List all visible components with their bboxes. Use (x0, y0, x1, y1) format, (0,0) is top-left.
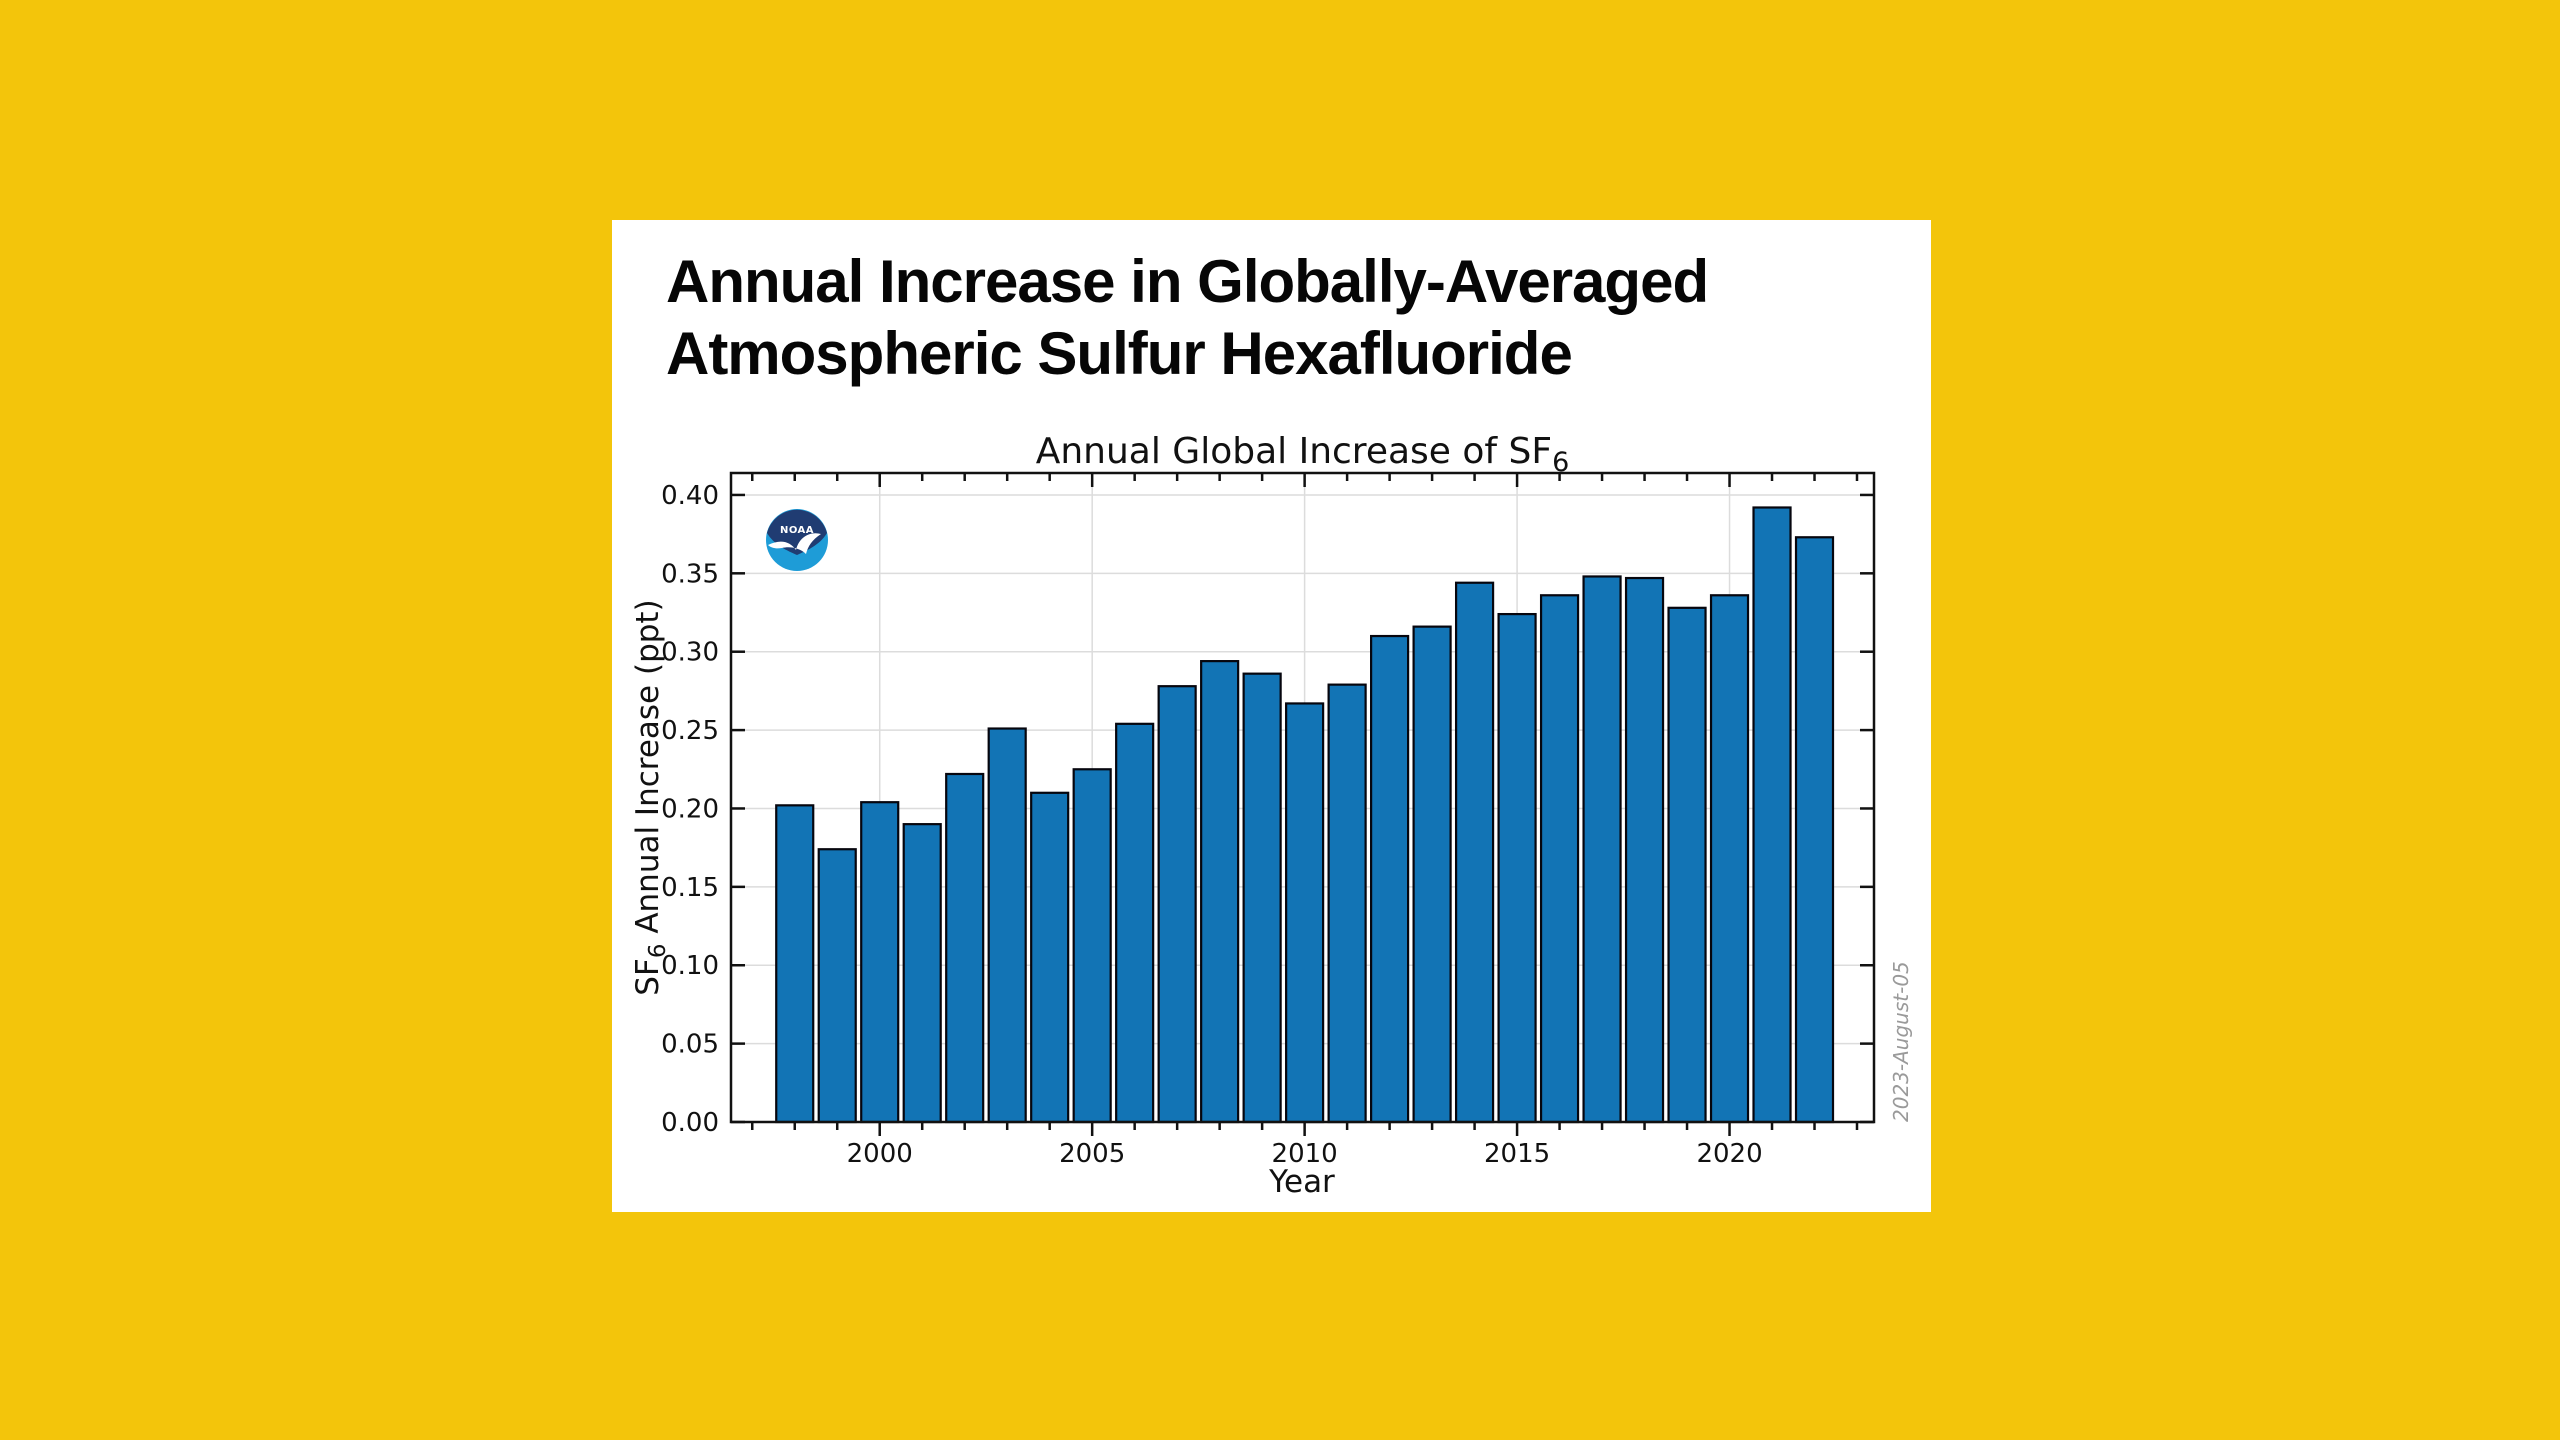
ytick-label-0.35: 0.35 (661, 559, 719, 589)
bar-1998 (775, 804, 815, 1124)
bar-2013 (1412, 625, 1452, 1124)
ytick-label-0.10: 0.10 (661, 951, 719, 981)
xtick-label-2015: 2015 (1484, 1139, 1550, 1169)
plot-frame (729, 471, 1876, 1124)
bar-2002 (945, 772, 985, 1124)
axis-ticks (731, 473, 1874, 1136)
page-title: Annual Increase in Globally-Averaged Atm… (666, 246, 1709, 390)
bar-2004 (1030, 791, 1070, 1124)
bar-2015 (1497, 612, 1537, 1124)
ytick-label-0.30: 0.30 (661, 638, 719, 668)
ytick-label-0.40: 0.40 (661, 481, 719, 511)
watermark-date: 2023-August-05 (1889, 961, 1913, 1122)
noaa-logo-icon: NOAA (766, 509, 828, 571)
xtick-label-2010: 2010 (1272, 1139, 1338, 1169)
bar-2010 (1285, 702, 1325, 1124)
bar-2008 (1200, 660, 1240, 1124)
noaa-logo-text: NOAA (780, 525, 814, 536)
bar-2019 (1667, 606, 1707, 1124)
ytick-label-0.00: 0.00 (661, 1108, 719, 1138)
infographic-card: Annual Increase in Globally-Averaged Atm… (612, 220, 1931, 1212)
bar-2017 (1582, 575, 1622, 1124)
ytick-label-0.25: 0.25 (661, 716, 719, 746)
bar-2001 (902, 823, 942, 1124)
xtick-label-2000: 2000 (847, 1139, 913, 1169)
bar-2020 (1709, 594, 1750, 1124)
xtick-label-2020: 2020 (1696, 1139, 1762, 1169)
ytick-label-0.05: 0.05 (661, 1030, 719, 1060)
chart-text: Annual Global Increase of SF6 SF6 Annual … (630, 431, 1569, 996)
bar-2012 (1370, 634, 1410, 1124)
bar-2009 (1242, 672, 1282, 1124)
page-title-line2: Atmospheric Sulfur Hexafluoride (666, 320, 1573, 387)
bar-2022 (1794, 536, 1835, 1124)
bar-chart: 0.00 0.05 0.10 0.15 0.20 0.25 0.30 0.35 0.40 2000… (630, 431, 1913, 1200)
bar-2016 (1539, 594, 1580, 1124)
chart-title: Annual Global Increase of SF6 (1036, 431, 1570, 478)
ytick-label-0.20: 0.20 (661, 794, 719, 824)
bar-2007 (1157, 685, 1197, 1124)
xtick-label-2005: 2005 (1059, 1139, 1125, 1169)
ytick-label-0.15: 0.15 (661, 873, 719, 903)
bar-2018 (1624, 576, 1665, 1124)
x-axis-title: Year (1268, 1164, 1335, 1200)
bar-2003 (987, 727, 1027, 1124)
page-title-line1: Annual Increase in Globally-Averaged (666, 248, 1709, 315)
noaa-seagull-icon (768, 533, 821, 554)
bar-2006 (1115, 722, 1155, 1124)
chart-bars (775, 506, 1835, 1124)
bar-2005 (1072, 768, 1112, 1124)
bar-2000 (860, 801, 900, 1124)
bar-2014 (1454, 581, 1495, 1124)
bar-2011 (1327, 683, 1367, 1124)
axis-tick-labels: 0.00 0.05 0.10 0.15 0.20 0.25 0.30 0.35 0.40 2000… (661, 481, 1763, 1169)
bar-1999 (817, 848, 857, 1124)
bar-2021 (1752, 506, 1792, 1124)
y-axis-title: SF6 Annual Increase (ppt) (630, 599, 671, 995)
